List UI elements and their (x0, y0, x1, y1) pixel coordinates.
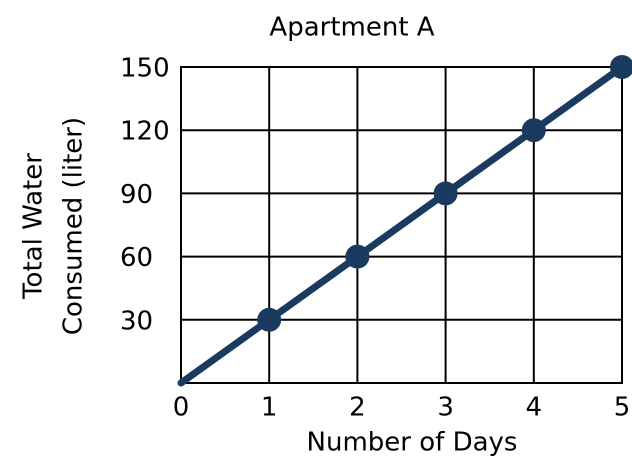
y-tick-label: 90 (120, 180, 153, 210)
data-line (177, 63, 626, 387)
y-tick-label: 150 (120, 54, 170, 84)
data-point (433, 181, 458, 206)
y-tick-label: 60 (120, 243, 153, 273)
x-axis-label: Number of Days (307, 428, 518, 458)
data-point (610, 55, 632, 79)
data-point (521, 118, 546, 143)
y-axis-label: Total Water Consumed (liter) (19, 117, 89, 335)
y-tick-label: 30 (120, 306, 153, 336)
y-axis-label-line: Consumed (liter) (59, 117, 89, 335)
x-tick-label: 5 (614, 393, 631, 423)
data-point (345, 244, 370, 269)
x-tick-label: 3 (437, 393, 454, 423)
x-tick-label: 2 (349, 393, 366, 423)
y-tick-label: 120 (120, 117, 170, 147)
y-axis-label-line: Total Water (19, 153, 49, 300)
x-tick-label: 1 (261, 393, 278, 423)
chart-title: Apartment A (269, 13, 434, 43)
x-tick-label: 0 (173, 393, 190, 423)
data-point (257, 307, 282, 332)
x-tick-label: 4 (526, 393, 543, 423)
